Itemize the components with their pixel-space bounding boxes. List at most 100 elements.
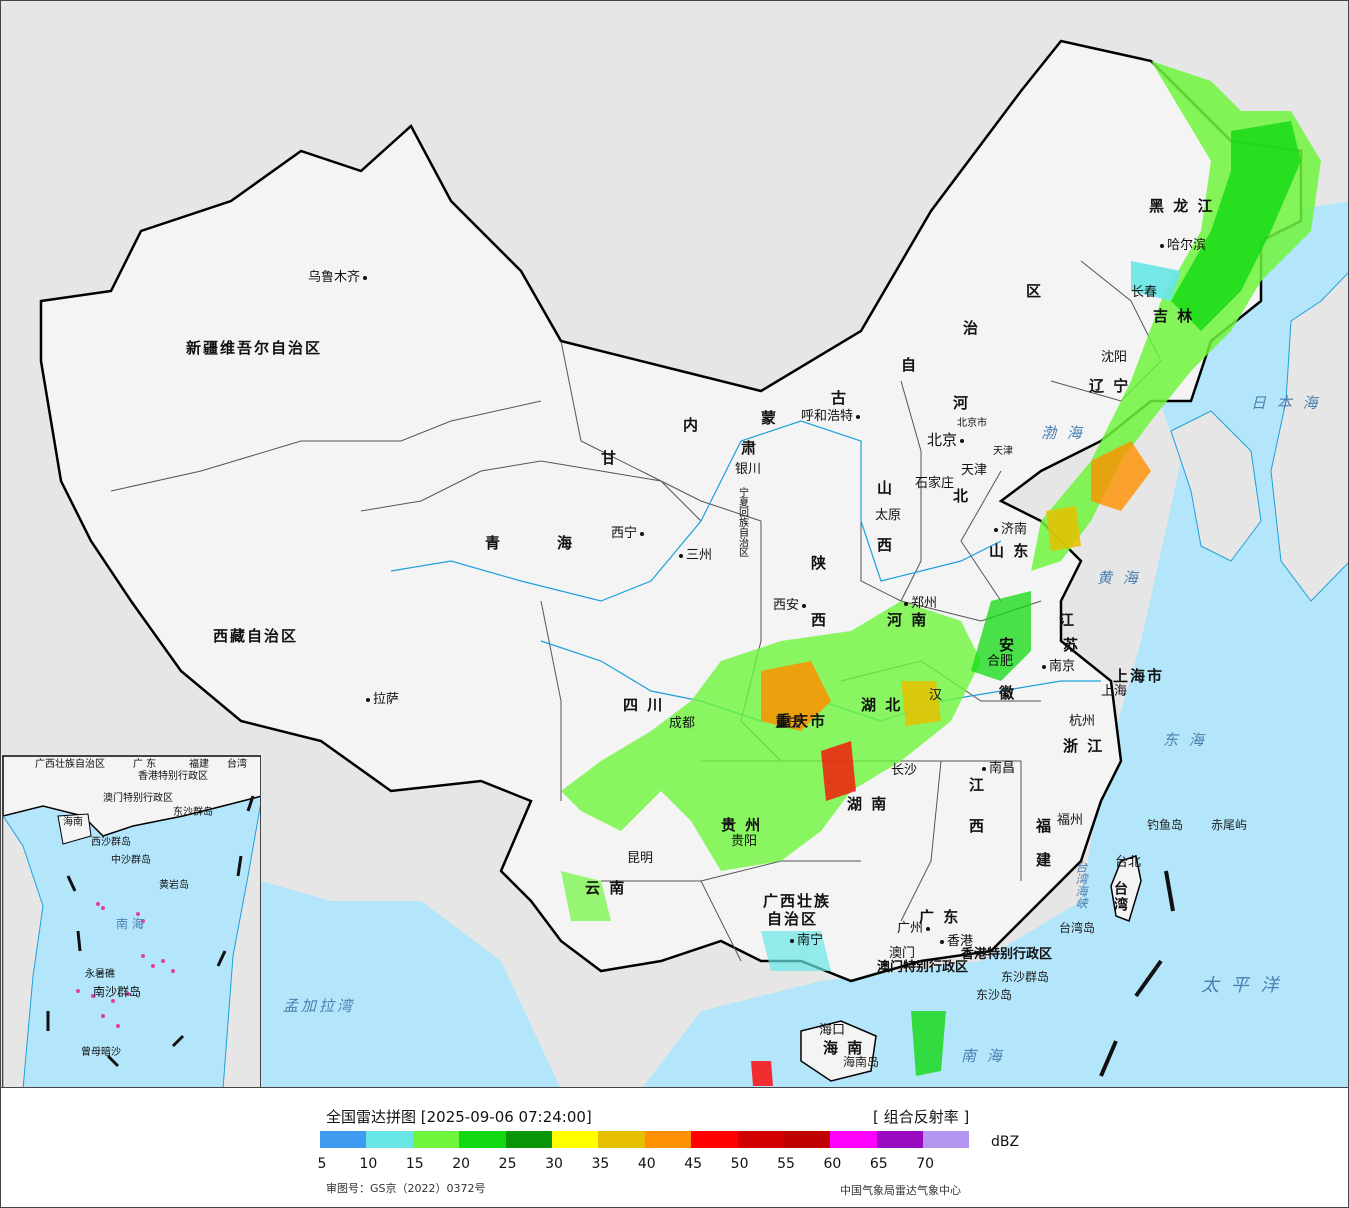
city-label: 广州 [897,922,933,935]
province-label: 江 [1059,611,1077,629]
province-label: 治 [963,319,981,337]
province-label: 山 [877,479,895,497]
city-label: 石家庄 [915,476,955,491]
island-label: 海南岛 [843,1055,880,1069]
city-label: 重庆 [775,716,802,731]
inset-hainan [57,813,92,845]
sea-label: 南 海 [961,1047,1005,1065]
province-label: 北 [953,487,971,505]
radar-echoes [561,61,1321,1086]
colorbar-swatch [551,1131,599,1148]
inset-label: 澳门特别行政区 [103,793,173,804]
inset-label: 西沙群岛 [91,837,131,848]
colorbar-tick-label: 60 [823,1156,842,1172]
island-label: 东沙岛 [976,988,1013,1002]
legend-panel: 全国雷达拼图 [2025-09-06 07:24:00] [ 组合反射率 ] 5… [0,1088,1349,1208]
inset-label: 香港特别行政区 [138,771,208,782]
korea-land [1170,410,1262,562]
inset-land [3,756,260,837]
city-label: 昆明 [627,851,654,866]
colorbar-swatch [691,1131,738,1148]
city-label: 太原 [875,508,902,523]
sea-label: 孟加拉湾 [283,997,356,1015]
sea-label: 黄 海 [1097,569,1141,587]
province-label: 云 南 [585,879,627,897]
island-label: 钓鱼岛 [1147,818,1184,832]
province-label: 四 川 [623,696,665,714]
city-label: 长沙 [891,763,918,778]
city-label: 拉萨 [363,693,399,706]
echo-central [561,601,981,871]
sea-label: 太 平 洋 [1201,975,1282,996]
colorbar-swatch [505,1131,552,1148]
colorbar-swatch [923,1131,970,1148]
province-label: 上海市 [1113,667,1165,685]
colorbar-swatch [366,1131,413,1148]
city-label: 上海 [1101,684,1128,699]
colorbar-tick-label: 25 [498,1156,517,1172]
province-label: 区 [1026,282,1044,300]
inset-label: 中沙群岛 [111,855,151,866]
colorbar-tick-label: 45 [684,1156,703,1172]
colorbar-tick-label: 15 [405,1156,424,1172]
inset-label: 东沙群岛 [173,807,213,818]
city-label: 沈阳 [1101,350,1128,365]
inset-label: 南沙群岛 [93,985,142,999]
province-label: 重庆市 [776,712,828,730]
province-label: 西 [969,817,987,835]
city-label: 哈尔滨 [1157,239,1206,252]
inset-label: 永暑礁 [85,969,115,980]
colorbar-swatch [320,1131,367,1148]
inset-dash-line [46,795,255,1068]
province-label: 海 [557,534,575,552]
colorbar-tick-label: 40 [637,1156,656,1172]
china-land [39,39,1303,983]
province-label: 西 [877,536,895,554]
sea-label: 东 海 [1163,731,1207,749]
bay-of-bengal [261,881,561,1087]
province-label: 贵 州 [721,816,763,834]
colorbar-tick-label: 65 [869,1156,888,1172]
city-label: 香港 [937,935,973,948]
source-label: 中国气象局雷达气象中心 [840,1184,961,1197]
province-label: 山 东 [989,542,1031,560]
product-name: [ 组合反射率 ] [873,1108,970,1126]
colorbar-tick-label: 50 [730,1156,749,1172]
colorbar-tick-label: 5 [317,1156,327,1172]
city-label: 福州 [1057,813,1084,828]
sea-label: 日 本 海 [1251,394,1321,412]
city-label: 南京 [1039,660,1075,673]
province-label: 甘 [601,449,619,467]
city-label: 北京 [927,433,967,448]
city-label: 成都 [669,716,696,731]
province-label: 江 [969,776,987,794]
colorbar-swatch [876,1131,924,1148]
inset-label: 广西壮族自治区 [35,759,105,770]
city-label: 三州 [676,549,712,562]
province-label: 西藏自治区 [213,627,299,645]
province-label: 香港特别行政区 [961,947,1053,962]
colorbar-swatch [830,1131,877,1148]
province-label: 黑 龙 江 [1149,197,1215,215]
province-label: 河 [953,394,971,412]
map-canvas [39,39,1348,1087]
city-label: 长春 [1131,285,1158,300]
city-label: 郑州 [901,597,937,610]
province-label: 徽 [999,684,1017,702]
colorbar-tick-label: 10 [359,1156,378,1172]
city-label: 杭州 [1069,714,1096,729]
province-label: 吉 林 [1153,307,1195,325]
city-label: 合肥 [987,654,1014,669]
province-label: 建 [1036,851,1054,869]
inset-label: 海南 [63,817,83,828]
city-label: 澳门 [889,946,916,961]
colorbar-swatch [412,1131,460,1148]
colorbar [320,1131,970,1148]
inset-label: 台湾 [227,759,247,770]
province-label: 广西壮族 [763,892,832,910]
city-label: 汉 [929,688,943,703]
city-label: 海口 [819,1023,846,1038]
approval-number: 审图号：GS京（2022）0372号 [326,1182,486,1195]
colorbar-tick-label: 70 [916,1156,935,1172]
inset-west-coast [3,815,44,1087]
